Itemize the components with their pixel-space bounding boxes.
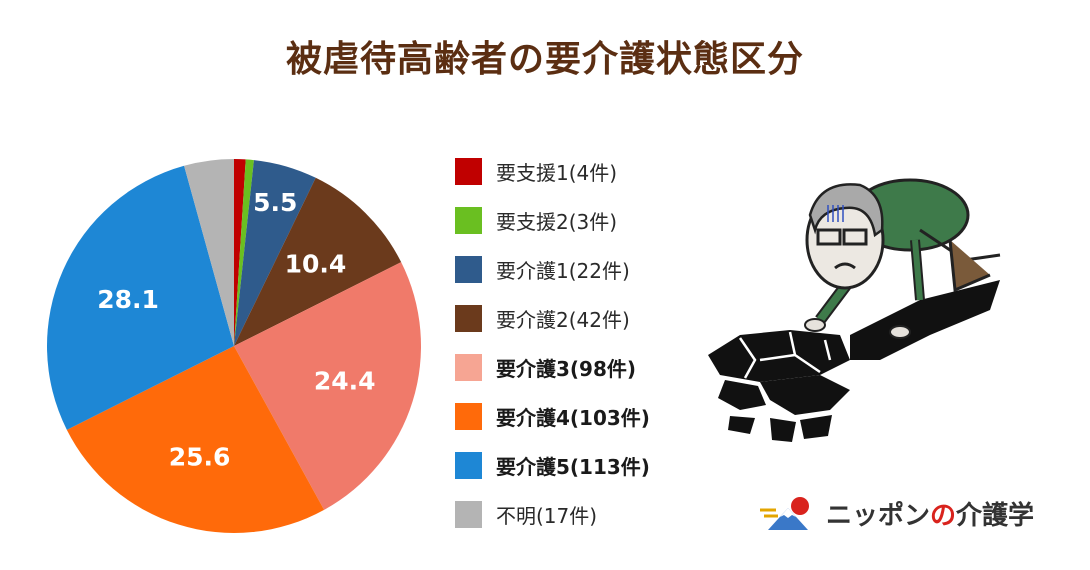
pie-data-label-2: 5.5 [253,188,297,217]
pie-data-label-3: 10.4 [285,250,347,279]
legend-item-1: 要支援2(3件) [455,202,617,238]
mount-fuji-sunrise-icon [760,496,809,530]
pie-slice-1 [234,159,254,346]
legend-label-5: 要介護4(103件) [496,405,650,430]
pie-slice-0 [234,159,246,346]
legend-item-3: 要介護2(42件) [455,300,630,336]
legend-swatch-0 [455,157,482,185]
legend-item-6: 要介護5(113件) [455,447,650,483]
pie-slice-5 [66,346,325,533]
legend-item-0: 要支援1(4件) [455,153,617,189]
legend-swatch-4 [455,353,482,381]
legend-swatch-1 [455,206,482,234]
chart-title: 被虐待高齢者の要介護状態区分 [285,39,804,80]
legend-label-1: 要支援2(3件) [496,209,618,234]
pie-chart: 5.5 10.4 24.4 25.6 28.1 [47,159,421,533]
legend-swatch-6 [455,451,482,479]
site-logo: ニッポンの介護学 [760,495,1034,532]
legend-swatch-5 [455,402,482,430]
pie-data-label-5: 25.6 [169,443,231,472]
pie-slice-6 [47,165,235,430]
legend-item-5: 要介護4(103件) [455,398,650,434]
legend-swatch-2 [455,255,482,283]
legend-label-0: 要支援1(4件) [496,160,618,185]
logo-text: ニッポンの介護学 [826,495,1034,532]
legend-item-2: 要介護1(22件) [455,251,630,287]
legend-item-7: 不明(17件) [455,496,597,532]
legend-swatch-3 [455,304,482,332]
pie-slice-2 [234,160,316,346]
legend-label-4: 要介護3(98件) [496,356,637,381]
legend-label-6: 要介護5(113件) [496,454,650,479]
logo-text-part1: ニッポン [826,501,931,531]
pie-data-label-6: 28.1 [97,285,159,314]
legend-label-7: 不明(17件) [496,503,598,528]
elderly-person-illustration [708,178,1001,442]
logo-text-part3: 介護学 [956,501,1035,531]
legend-label-2: 要介護1(22件) [496,258,630,283]
pie-slice-4 [234,262,421,510]
pie-slice-7 [184,159,234,346]
pie-data-label-4: 24.4 [314,366,376,395]
legend-swatch-7 [455,500,482,528]
logo-text-part2: の [930,501,957,531]
legend-label-3: 要介護2(42件) [496,307,630,332]
legend-item-4: 要介護3(98件) [455,349,636,385]
pie-slice-3 [234,177,402,346]
